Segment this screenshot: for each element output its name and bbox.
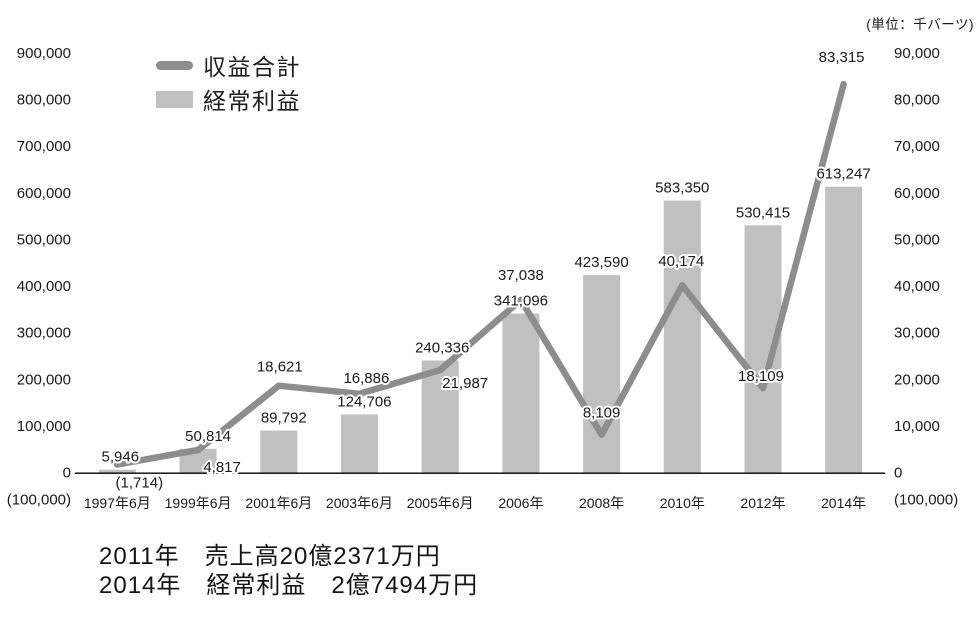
left-axis-tick-label: 600,000 (17, 185, 71, 202)
right-axis-tick-label: 40,000 (894, 278, 940, 295)
left-axis-tick-label: 900,000 (17, 45, 71, 62)
x-axis-category-label: 1999年6月 (165, 495, 232, 511)
bar-value-label: 124,706 (337, 393, 391, 410)
left-axis-tick-label: 300,000 (17, 325, 71, 342)
legend-item-profit: 経常利益 (156, 85, 301, 114)
legend-item-revenue: 収益合計 (156, 51, 301, 80)
line-value-label: 40,174 (658, 253, 704, 270)
bar (825, 186, 863, 473)
left-axis-tick-label: 100,000 (17, 418, 71, 435)
right-axis-tick-label: 60,000 (894, 185, 940, 202)
bar (421, 360, 459, 473)
x-axis-category-label: 2005年6月 (407, 495, 474, 511)
bar-value-label: 530,415 (736, 204, 790, 221)
x-axis-category-label: 2010年 (660, 495, 705, 511)
line-value-label: 21,987 (442, 375, 488, 392)
right-axis-tick-label: 20,000 (894, 371, 940, 388)
bar (260, 430, 298, 473)
line-value-label: (1,714) (116, 475, 164, 492)
line-value-label: 18,621 (257, 359, 303, 376)
line-value-label: 37,038 (498, 267, 544, 284)
bar-value-label: 89,792 (261, 410, 307, 427)
line-value-label: 4,817 (203, 459, 241, 476)
line-series (114, 80, 847, 468)
left-axis-tick-label: 200,000 (17, 371, 71, 388)
x-axis-category-label: 2001年6月 (245, 495, 312, 511)
left-axis-tick-label: 0 (63, 465, 71, 482)
right-axis-tick-label: 30,000 (894, 325, 940, 342)
line-value-label: 83,315 (819, 49, 865, 66)
line-series-swatch-icon (156, 60, 193, 70)
left-axis-tick-label: 700,000 (17, 138, 71, 155)
annotation-line-1: 2011年 売上高20億2371万円 (99, 543, 441, 570)
legend: 収益合計 経常利益 (156, 51, 301, 119)
bar-series-swatch-icon (156, 90, 193, 108)
x-axis-category-label: 2014年 (821, 495, 866, 511)
bar-value-label: 583,350 (655, 180, 709, 197)
bar-value-label: 341,096 (494, 293, 548, 310)
x-axis-category-label: 2006年 (498, 495, 543, 511)
bar-value-label: 423,590 (574, 254, 628, 271)
x-axis-category-label: 2003年6月 (326, 495, 393, 511)
bar-value-label: 240,336 (415, 340, 469, 357)
bar (663, 200, 701, 473)
right-axis-tick-label: 10,000 (894, 418, 940, 435)
right-axis-tick-label: 50,000 (894, 231, 940, 248)
x-axis-category-label: 2008年 (579, 495, 624, 511)
annotation-line-2: 2014年 経常利益 2億7494万円 (99, 572, 479, 599)
line-value-label: 8,109 (583, 405, 621, 422)
left-axis-tick-label: 500,000 (17, 231, 71, 248)
x-axis-category-label: 2012年 (740, 495, 785, 511)
bar (98, 469, 136, 473)
left-axis-tick-label: (100,000) (7, 492, 71, 509)
left-axis-tick-label: 800,000 (17, 92, 71, 109)
bar (340, 414, 378, 473)
unit-note: (単位：千バーツ) (866, 17, 974, 32)
legend-label-profit: 経常利益 (203, 88, 301, 114)
right-axis-tick-label: 70,000 (894, 138, 940, 155)
bar-value-label: 50,814 (185, 428, 231, 445)
right-axis-tick-label: 90,000 (894, 45, 940, 62)
left-axis-tick-label: 400,000 (17, 278, 71, 295)
bar-value-label: 5,946 (102, 449, 140, 466)
bar (583, 275, 621, 473)
bar (502, 313, 540, 473)
x-axis-category-label: 1997年6月 (84, 495, 151, 511)
annotation-text: 2011年 売上高20億2371万円 2014年 経常利益 2億7494万円 (99, 542, 478, 600)
line-value-label: 16,886 (343, 370, 389, 387)
line-value-label: 18,109 (738, 368, 784, 385)
legend-label-revenue: 収益合計 (203, 54, 301, 80)
right-axis-tick-label: (100,000) (894, 492, 958, 509)
right-axis-tick-label: 80,000 (894, 92, 940, 109)
right-axis-tick-label: 0 (894, 465, 902, 482)
bar-value-label: 613,247 (816, 166, 870, 183)
